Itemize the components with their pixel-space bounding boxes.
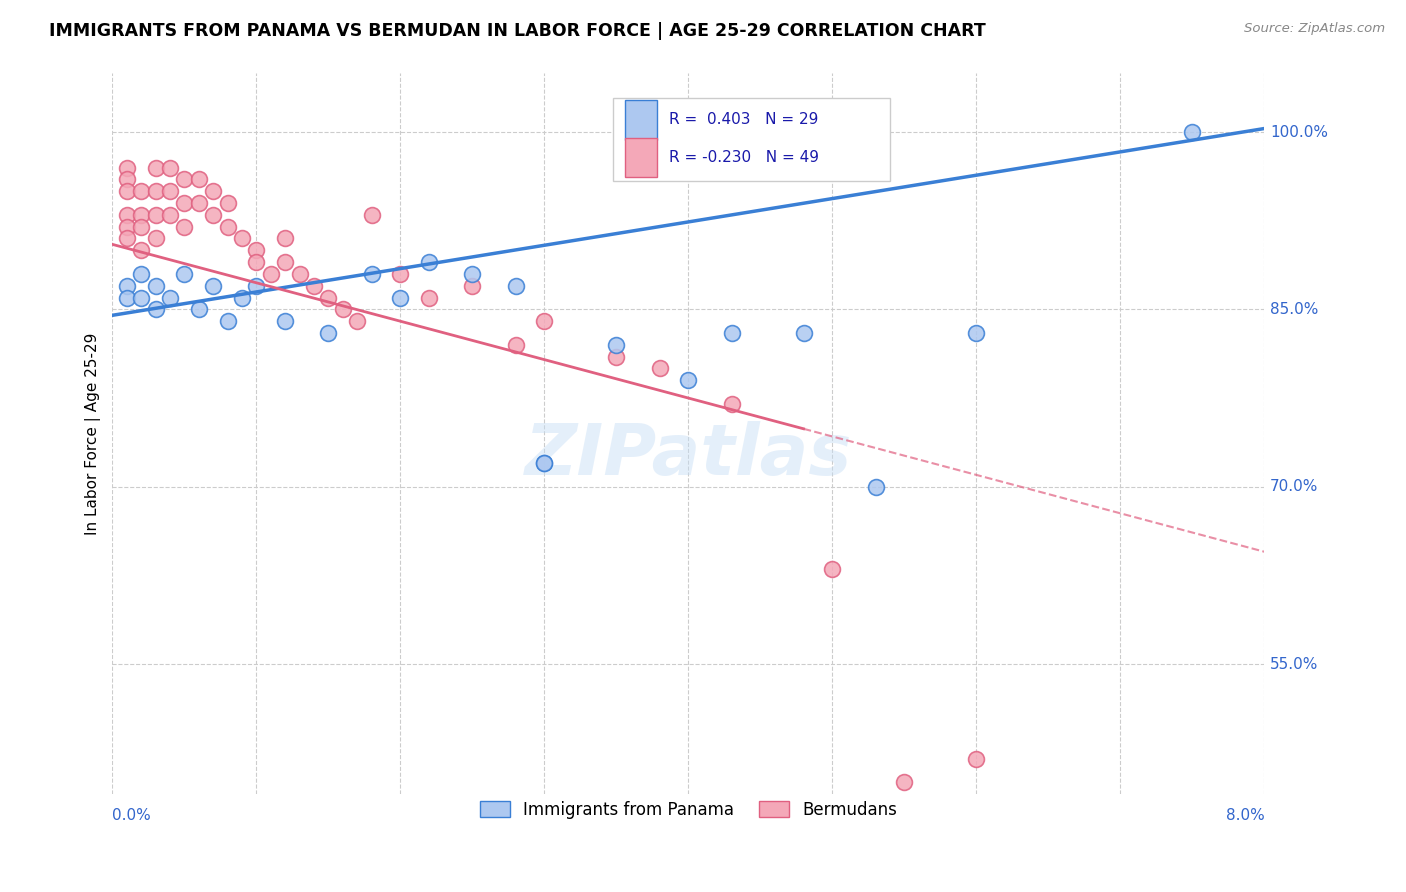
Point: [302, 278, 325, 293]
Point: [145, 184, 167, 198]
Point: [720, 326, 742, 340]
Point: [533, 456, 555, 470]
Point: [231, 231, 253, 245]
Point: [245, 278, 267, 293]
Point: [217, 219, 239, 234]
Point: [678, 373, 700, 387]
FancyBboxPatch shape: [626, 100, 657, 140]
Point: [274, 314, 297, 328]
Point: [821, 562, 844, 576]
Point: [346, 314, 368, 328]
Point: [720, 397, 742, 411]
FancyBboxPatch shape: [626, 137, 657, 178]
Point: [217, 196, 239, 211]
Text: 70.0%: 70.0%: [1270, 479, 1319, 494]
Point: [202, 184, 225, 198]
Point: [115, 184, 138, 198]
Point: [159, 291, 181, 305]
Point: [115, 231, 138, 245]
Text: 55.0%: 55.0%: [1270, 657, 1319, 672]
Point: [648, 361, 671, 376]
Point: [173, 196, 195, 211]
Y-axis label: In Labor Force | Age 25-29: In Labor Force | Age 25-29: [86, 333, 101, 534]
Point: [187, 302, 209, 317]
Point: [129, 219, 152, 234]
Point: [245, 255, 267, 269]
Point: [274, 255, 297, 269]
Text: Source: ZipAtlas.com: Source: ZipAtlas.com: [1244, 22, 1385, 36]
Point: [505, 338, 527, 352]
Point: [389, 291, 412, 305]
Point: [318, 291, 340, 305]
Point: [145, 231, 167, 245]
Point: [145, 161, 167, 175]
Point: [159, 161, 181, 175]
Text: 0.0%: 0.0%: [112, 808, 152, 823]
Point: [389, 267, 412, 281]
Point: [533, 314, 555, 328]
Point: [115, 161, 138, 175]
Point: [173, 172, 195, 186]
Point: [115, 278, 138, 293]
Point: [129, 244, 152, 258]
Point: [288, 267, 311, 281]
Text: R =  0.403   N = 29: R = 0.403 N = 29: [669, 112, 818, 128]
Point: [202, 278, 225, 293]
Point: [318, 326, 340, 340]
Point: [129, 184, 152, 198]
Point: [893, 775, 915, 789]
Point: [260, 267, 283, 281]
Point: [605, 338, 627, 352]
Point: [129, 267, 152, 281]
Point: [965, 326, 987, 340]
Legend: Immigrants from Panama, Bermudans: Immigrants from Panama, Bermudans: [472, 794, 904, 825]
Point: [1181, 125, 1204, 139]
Point: [129, 291, 152, 305]
Point: [145, 278, 167, 293]
Point: [360, 208, 382, 222]
Point: [159, 184, 181, 198]
Point: [173, 267, 195, 281]
Point: [217, 314, 239, 328]
Point: [461, 278, 484, 293]
Text: IMMIGRANTS FROM PANAMA VS BERMUDAN IN LABOR FORCE | AGE 25-29 CORRELATION CHART: IMMIGRANTS FROM PANAMA VS BERMUDAN IN LA…: [49, 22, 986, 40]
Point: [461, 267, 484, 281]
Point: [793, 326, 815, 340]
Point: [145, 302, 167, 317]
Point: [245, 244, 267, 258]
Point: [418, 291, 440, 305]
Point: [115, 291, 138, 305]
Text: ZIPatlas: ZIPatlas: [524, 421, 852, 490]
Point: [202, 208, 225, 222]
Point: [173, 219, 195, 234]
FancyBboxPatch shape: [613, 98, 890, 181]
Point: [605, 350, 627, 364]
Point: [965, 751, 987, 765]
Point: [115, 172, 138, 186]
Point: [187, 196, 209, 211]
Point: [505, 278, 527, 293]
Point: [129, 208, 152, 222]
Point: [865, 480, 887, 494]
Point: [145, 208, 167, 222]
Text: 85.0%: 85.0%: [1270, 301, 1319, 317]
Point: [159, 208, 181, 222]
Point: [274, 231, 297, 245]
Point: [418, 255, 440, 269]
Point: [187, 172, 209, 186]
Point: [115, 219, 138, 234]
Point: [533, 456, 555, 470]
Text: R = -0.230   N = 49: R = -0.230 N = 49: [669, 150, 818, 165]
Point: [115, 208, 138, 222]
Text: 100.0%: 100.0%: [1270, 125, 1329, 139]
Point: [332, 302, 354, 317]
Point: [231, 291, 253, 305]
Point: [360, 267, 382, 281]
Text: 8.0%: 8.0%: [1226, 808, 1264, 823]
